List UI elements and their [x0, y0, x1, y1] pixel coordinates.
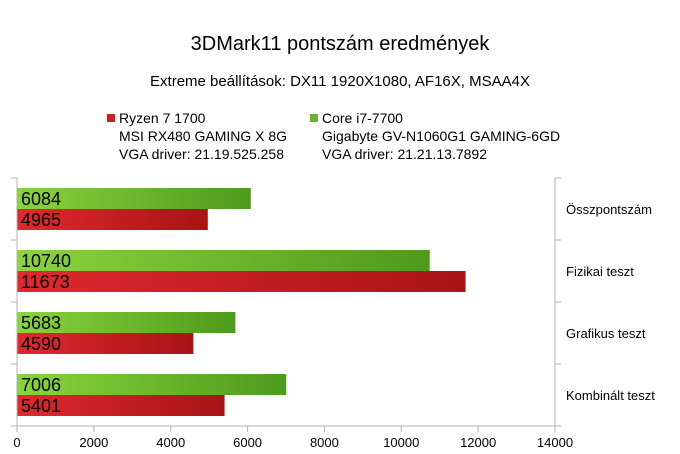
legend-ryzen: Ryzen 7 1700 MSI RX480 GAMING X 8G VGA d…: [107, 109, 288, 163]
legend-ryzen-line-2: MSI RX480 GAMING X 8G: [119, 128, 288, 144]
legend-core-line-1: Core i7-7700: [322, 110, 403, 126]
data-label: 7006: [21, 375, 61, 395]
x-tick-label: 10000: [383, 435, 419, 450]
bar: [17, 333, 194, 354]
data-label: 11673: [21, 272, 70, 292]
legend-core: Core i7-7700 Gigabyte GV-N1060G1 GAMING-…: [310, 109, 561, 163]
bar: [17, 271, 466, 292]
legend-core-line-2: Gigabyte GV-N1060G1 GAMING-6GD: [322, 128, 561, 144]
x-tick-label: 0: [13, 435, 20, 450]
category-label: Grafikus teszt: [566, 326, 646, 341]
x-tick-label: 14000: [537, 435, 573, 450]
category-label: Fizikai teszt: [566, 264, 634, 279]
legend-swatch-ryzen: [107, 114, 115, 122]
legend-core-line-3: VGA driver: 21.21.13.7892: [322, 146, 487, 162]
x-tick-label: 4000: [156, 435, 185, 450]
legend-ryzen-line-3: VGA driver: 21.19.525.258: [119, 146, 284, 162]
data-label: 4590: [21, 334, 61, 354]
data-label: 4965: [21, 210, 61, 230]
bar: [17, 395, 225, 416]
data-label: 6084: [21, 189, 61, 209]
x-tick-label: 2000: [79, 435, 108, 450]
legend-ryzen-line-1: Ryzen 7 1700: [119, 110, 206, 126]
bar: [17, 250, 430, 271]
bar: [17, 374, 287, 395]
bar: [17, 209, 208, 230]
x-tick-label: 8000: [310, 435, 339, 450]
bar: [17, 188, 251, 209]
category-label: Kombinált teszt: [566, 388, 655, 403]
chart-subtitle: Extreme beállítások: DX11 1920X1080, AF1…: [150, 73, 530, 90]
data-label: 5401: [21, 396, 61, 416]
bar: [17, 312, 236, 333]
x-tick-label: 12000: [460, 435, 496, 450]
category-label: Összpontszám: [566, 202, 652, 217]
legend-swatch-core: [310, 114, 318, 122]
x-tick-label: 6000: [233, 435, 262, 450]
data-label: 5683: [21, 313, 61, 333]
data-label: 10740: [21, 251, 71, 271]
chart-title: 3DMark11 pontszám eredmények: [190, 33, 490, 55]
